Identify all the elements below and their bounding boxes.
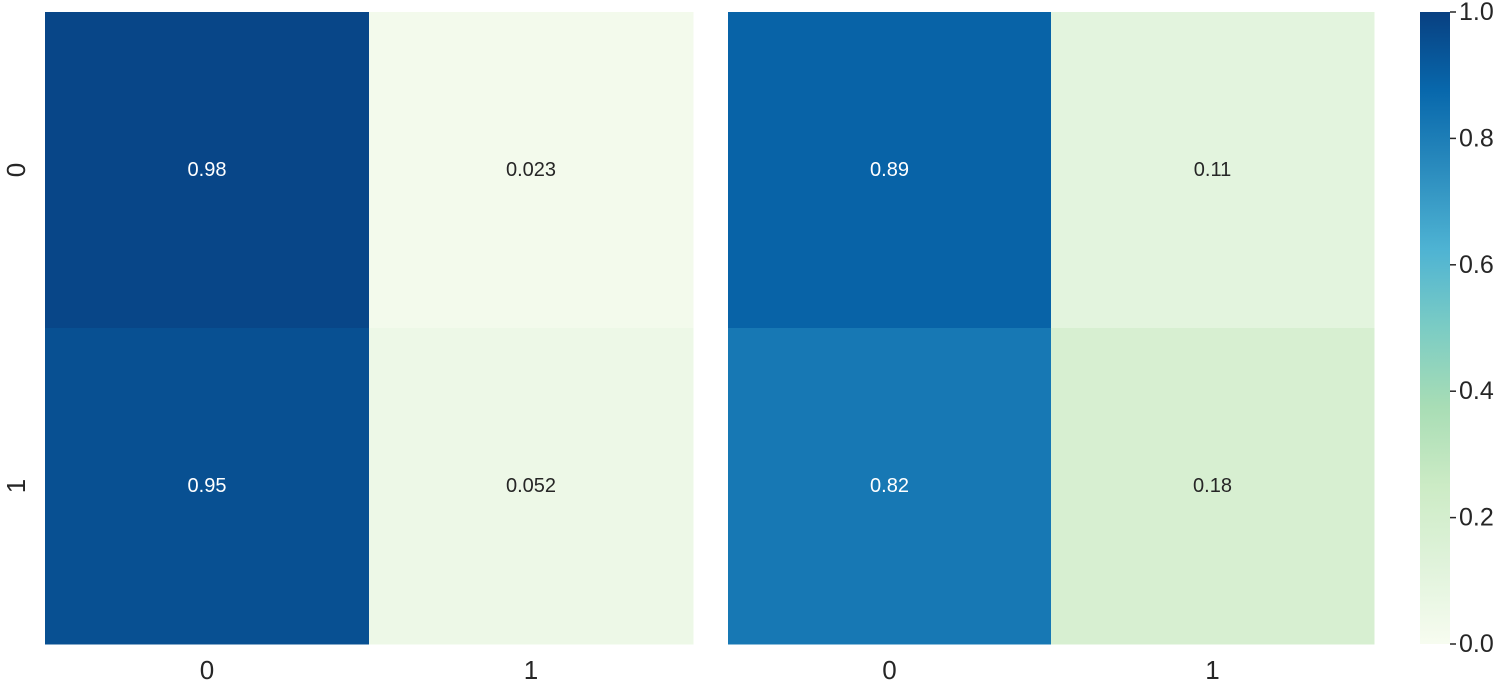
x-tick-label-1: 1 (524, 655, 538, 685)
colorbar-tick-label-1: 0.2 (1459, 504, 1494, 532)
cell-annotation-r0-c1: 0.023 (506, 159, 556, 181)
colorbar-tick-label-4: 0.8 (1459, 124, 1494, 152)
heatmap-cell-r1-c0 (45, 328, 370, 645)
cell-annotation-r1-c0: 0.95 (188, 475, 227, 497)
heatmap-cell-r1-c1 (1051, 328, 1375, 645)
colorbar-tick-label-5: 1.0 (1459, 0, 1494, 26)
heatmap-cell-r1-c0 (728, 328, 1052, 645)
cell-annotation-r1-c0: 0.82 (870, 475, 909, 497)
x-tick-label-0: 0 (882, 655, 896, 685)
heatmap-cell-r0-c1 (369, 12, 694, 329)
heatmap-cell-r0-c1 (1051, 12, 1375, 329)
colorbar-gradient (1420, 12, 1450, 644)
heatmap-cell-r0-c0 (45, 12, 370, 329)
heatmap-panel-2: 0.89 0.11 0.82 0.18 0 1 (728, 12, 1375, 685)
colorbar-tick-label-3: 0.6 (1459, 251, 1494, 279)
y-tick-label-1: 1 (1, 479, 31, 493)
heatmap-cell-r1-c1 (369, 328, 694, 645)
cell-annotation-r0-c0: 0.89 (870, 159, 909, 181)
y-tick-label-0: 0 (1, 163, 31, 177)
colorbar-tick-label-2: 0.4 (1459, 377, 1494, 405)
x-tick-label-1: 1 (1205, 655, 1219, 685)
cell-annotation-r0-c1: 0.11 (1194, 159, 1231, 181)
heatmap-panel-1: 0.98 0.023 0.95 0.052 0 1 0 1 (1, 12, 694, 685)
heatmap-panels: 0.98 0.023 0.95 0.052 0 1 0 1 0.89 0.11 0.82 0.18 0 1 (1, 12, 1375, 685)
colorbar: 0.0 0.2 0.4 0.6 0.8 1.0 (1420, 0, 1494, 658)
colorbar-tick-label-0: 0.0 (1459, 630, 1494, 658)
heatmap-cell-r0-c0 (728, 12, 1052, 329)
cell-annotation-r0-c0: 0.98 (188, 159, 227, 181)
cell-annotation-r1-c1: 0.052 (506, 475, 556, 497)
x-tick-label-0: 0 (200, 655, 214, 685)
cell-annotation-r1-c1: 0.18 (1193, 475, 1232, 497)
